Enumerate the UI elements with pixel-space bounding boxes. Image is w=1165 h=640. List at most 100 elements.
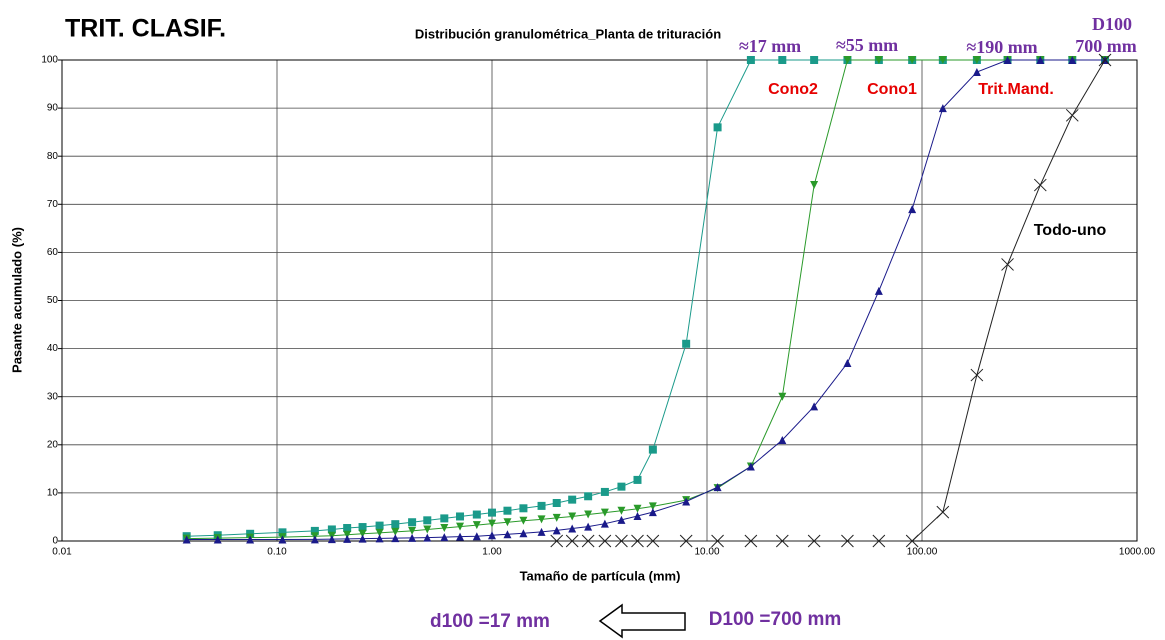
marker — [375, 521, 384, 530]
marker — [633, 504, 642, 513]
y-tick-label: 70 — [47, 199, 59, 210]
marker — [472, 532, 481, 541]
marker — [810, 402, 819, 411]
marker — [746, 56, 755, 64]
marker — [278, 528, 287, 537]
marker — [327, 525, 336, 534]
marker — [648, 508, 657, 517]
marker — [423, 525, 432, 534]
marker — [519, 504, 528, 513]
marker — [565, 534, 579, 548]
marker — [358, 523, 367, 532]
marker — [213, 535, 222, 544]
annotation: d100 =17 mm — [430, 611, 550, 632]
marker — [807, 534, 821, 548]
marker — [568, 524, 577, 533]
marker — [872, 534, 886, 548]
y-tick-label: 60 — [47, 247, 59, 258]
marker — [343, 524, 352, 533]
marker — [908, 205, 917, 214]
marker — [682, 497, 691, 506]
marker — [552, 513, 561, 522]
marker — [775, 534, 789, 548]
x-tick-label: 1.00 — [482, 547, 502, 558]
marker — [598, 534, 612, 548]
marker — [970, 368, 984, 382]
y-tick-label: 90 — [47, 103, 59, 114]
marker — [905, 534, 919, 548]
x-tick-label: 0.01 — [52, 547, 72, 558]
marker — [408, 526, 417, 535]
marker — [584, 492, 593, 501]
marker — [327, 535, 336, 544]
marker — [358, 529, 367, 538]
marker — [391, 520, 400, 529]
x-axis-title: Tamaño de partícula (mm) — [520, 568, 681, 583]
marker — [503, 518, 512, 527]
marker — [440, 524, 449, 533]
marker — [488, 531, 496, 540]
marker — [938, 56, 947, 64]
marker — [537, 527, 546, 536]
marker — [375, 534, 384, 543]
marker — [936, 505, 950, 519]
arrow — [598, 603, 686, 639]
annotation: ≈17 mm — [739, 36, 801, 56]
marker — [375, 528, 384, 537]
marker — [408, 533, 417, 542]
y-tick-label: 0 — [52, 536, 58, 547]
marker — [550, 534, 564, 548]
marker — [713, 123, 722, 132]
marker — [519, 516, 528, 525]
marker — [778, 392, 787, 401]
marker — [843, 56, 852, 64]
marker — [488, 519, 496, 528]
marker — [246, 535, 255, 544]
marker — [938, 104, 947, 113]
marker — [1036, 56, 1045, 64]
marker — [778, 56, 787, 64]
marker — [581, 534, 595, 548]
marker — [472, 521, 481, 530]
marker — [810, 56, 819, 64]
marker — [537, 501, 546, 510]
series-line — [186, 59, 1106, 537]
y-tick-label: 50 — [47, 295, 59, 306]
y-tick-label: 40 — [47, 343, 59, 354]
marker — [646, 534, 660, 548]
marker — [746, 462, 755, 471]
marker — [600, 508, 609, 517]
marker — [1068, 56, 1077, 64]
marker — [713, 483, 722, 492]
y-tick-label: 30 — [47, 391, 59, 402]
y-tick-label: 100 — [41, 55, 58, 66]
marker — [778, 435, 787, 444]
marker — [679, 534, 693, 548]
marker — [1033, 178, 1047, 192]
annotation: ≈190 mm — [966, 37, 1037, 57]
x-tick-label: 0.10 — [267, 547, 287, 558]
marker — [537, 515, 546, 524]
marker — [584, 510, 593, 519]
marker — [440, 533, 449, 542]
marker — [600, 519, 609, 528]
marker — [391, 527, 400, 536]
marker — [711, 534, 724, 548]
marker — [568, 495, 577, 504]
marker — [874, 56, 883, 64]
marker — [278, 535, 287, 544]
x-tick-label: 100.00 — [907, 547, 938, 558]
marker — [552, 526, 561, 535]
chart-title: Distribución granulométrica_Planta de tr… — [415, 26, 721, 41]
marker — [440, 514, 449, 523]
marker — [972, 68, 981, 77]
marker — [503, 506, 512, 515]
marker — [310, 535, 319, 544]
annotation: Cono2 — [768, 81, 818, 98]
marker — [744, 534, 758, 548]
marker — [519, 529, 528, 538]
marker — [648, 445, 657, 454]
annotation: Trit.Mand. — [978, 81, 1054, 98]
marker — [456, 532, 465, 541]
